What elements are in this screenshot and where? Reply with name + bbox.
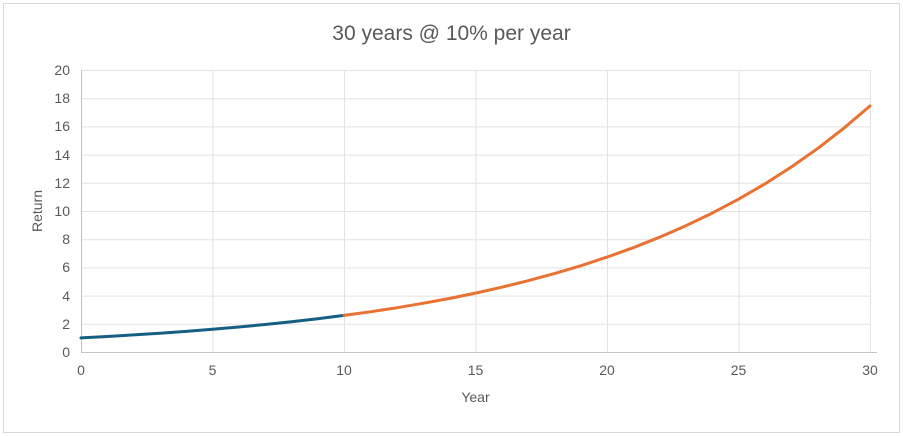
y-tick-label: 8 xyxy=(62,231,70,248)
y-tick-label: 18 xyxy=(54,90,70,107)
series-line-years-10-30 xyxy=(342,104,872,317)
y-tick-label: 20 xyxy=(54,62,70,78)
y-tick-label: 2 xyxy=(62,315,70,332)
y-tick-label: 12 xyxy=(54,174,70,191)
series-line-years-0-10 xyxy=(79,313,346,340)
x-tick-label: 15 xyxy=(467,362,484,378)
x-axis-title: Year xyxy=(461,389,490,405)
y-tick-label: 14 xyxy=(54,146,70,163)
chart-title: 30 years @ 10% per year xyxy=(332,22,571,45)
y-tick-label: 6 xyxy=(62,259,70,276)
x-tick-label: 30 xyxy=(862,362,878,378)
x-tick-label: 0 xyxy=(77,362,85,378)
y-tick-label: 4 xyxy=(62,287,70,304)
y-tick-label: 16 xyxy=(54,118,70,135)
x-tick-label: 5 xyxy=(208,362,217,378)
y-tick-label: 10 xyxy=(54,203,70,219)
y-tick-label: 0 xyxy=(62,344,70,360)
x-tick-label: 25 xyxy=(730,362,747,378)
x-tick-label: 10 xyxy=(336,362,352,378)
x-tick-label: 20 xyxy=(599,362,615,378)
